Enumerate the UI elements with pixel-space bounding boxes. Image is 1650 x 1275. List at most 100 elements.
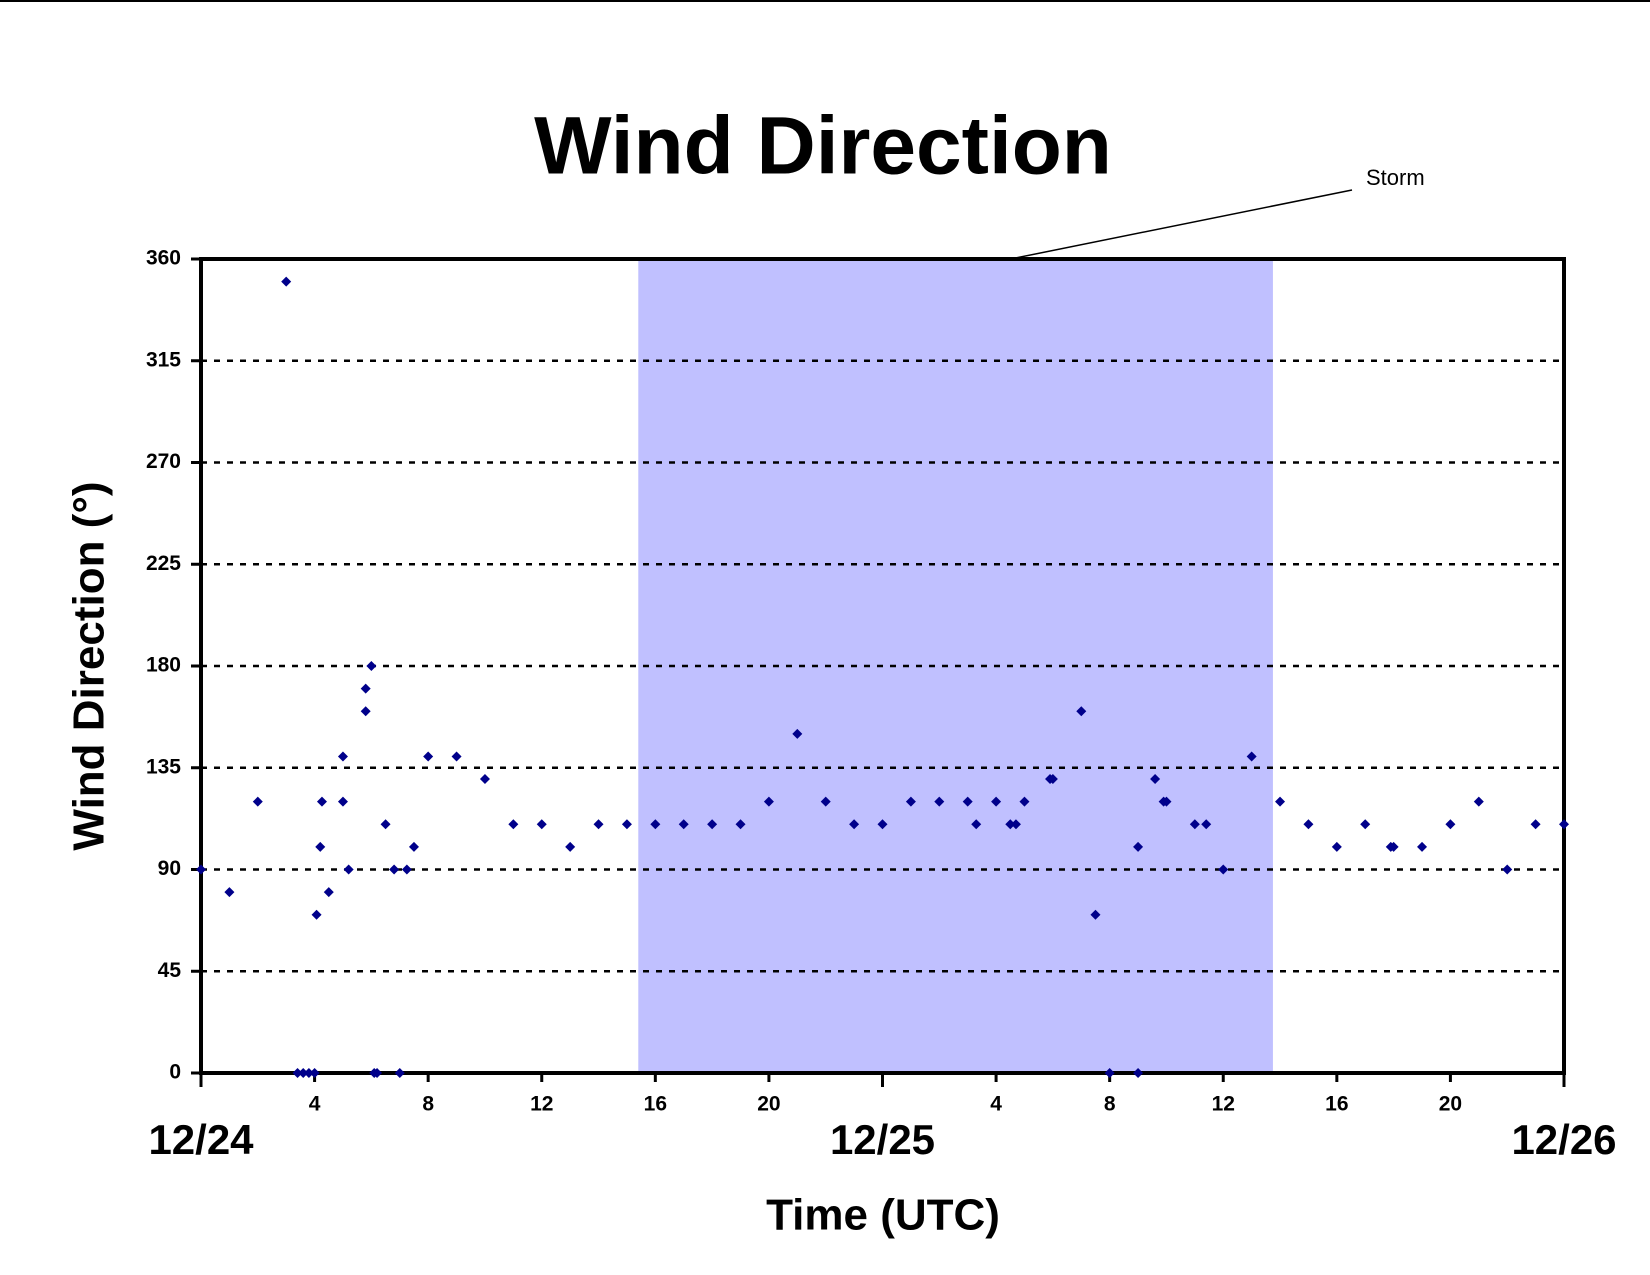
data-point [735, 819, 746, 830]
data-point [343, 864, 354, 875]
data-point [565, 841, 576, 852]
data-point [423, 751, 434, 762]
y-axis-title: Wind Direction (°) [65, 481, 114, 850]
data-point [962, 796, 973, 807]
data-point [1019, 796, 1030, 807]
data-point [934, 796, 945, 807]
y-tick-label: 315 [146, 348, 181, 371]
data-point [1530, 819, 1541, 830]
data-point [1133, 1068, 1144, 1078]
plot-frame [199, 257, 1566, 1075]
data-point [1218, 864, 1229, 875]
data-point [820, 796, 831, 807]
data-point [991, 796, 1002, 807]
chart-title: Wind Direction [534, 101, 1112, 192]
y-tick-label: 45 [158, 959, 182, 982]
data-point [323, 887, 334, 898]
x-tick-label: 8 [1104, 1093, 1116, 1116]
data-point [451, 751, 462, 762]
y-tick-label: 360 [146, 247, 181, 270]
data-point [1189, 819, 1200, 830]
y-tick-label: 90 [158, 857, 181, 880]
data-point [360, 706, 371, 717]
data-point [337, 796, 348, 807]
data-point [360, 683, 371, 694]
data-point [316, 796, 327, 807]
data-point [1133, 841, 1144, 852]
data-point [311, 909, 322, 920]
data-point [650, 819, 661, 830]
data-point [1090, 909, 1101, 920]
x-axis-title: Time (UTC) [766, 1191, 1000, 1240]
x-date-label: 12/24 [148, 1116, 254, 1163]
data-point [1360, 819, 1371, 830]
data-point [252, 796, 263, 807]
data-point [479, 774, 490, 785]
data-point [877, 819, 888, 830]
x-tick-label: 12 [1212, 1093, 1235, 1116]
data-point [1502, 864, 1513, 875]
data-point [1303, 819, 1314, 830]
y-tick-label: 0 [169, 1061, 181, 1084]
data-point [707, 819, 718, 830]
data-point [1201, 819, 1212, 830]
y-tick-label: 270 [146, 450, 181, 473]
data-point [1246, 751, 1257, 762]
data-point [1010, 819, 1021, 830]
data-point [678, 819, 689, 830]
data-point [763, 796, 774, 807]
x-tick-label: 20 [1439, 1093, 1462, 1116]
data-point [971, 819, 982, 830]
data-point [401, 864, 412, 875]
x-date-label: 12/26 [1511, 1116, 1616, 1163]
storm-label: Storm [1366, 165, 1425, 190]
x-tick-label: 4 [990, 1093, 1002, 1116]
data-point [593, 819, 604, 830]
data-point [196, 864, 206, 875]
data-point [621, 819, 632, 830]
data-point [1275, 796, 1286, 807]
data-point [1417, 841, 1428, 852]
data-point [337, 751, 348, 762]
x-tick-label: 16 [1325, 1093, 1348, 1116]
data-point [389, 864, 400, 875]
x-tick-label: 16 [644, 1093, 667, 1116]
data-point [1161, 796, 1172, 807]
data-point [1331, 841, 1342, 852]
data-point [224, 887, 235, 898]
data-point [1473, 796, 1484, 807]
data-point [1388, 841, 1399, 852]
data-point [849, 819, 860, 830]
data-point [1076, 706, 1087, 717]
data-point [309, 1068, 320, 1078]
x-date-label: 12/25 [830, 1116, 935, 1163]
data-point [303, 1068, 314, 1078]
data-point [1559, 819, 1569, 830]
data-point [394, 1068, 405, 1078]
data-point [1005, 819, 1016, 830]
data-point [1445, 819, 1456, 830]
y-tick-label: 225 [146, 552, 181, 575]
storm-leader [1010, 189, 1353, 260]
data-point [792, 728, 803, 739]
data-point [408, 841, 419, 852]
data-point [508, 819, 519, 830]
data-point [1104, 1068, 1115, 1078]
x-tick-label: 12 [530, 1093, 553, 1116]
data-point [281, 276, 292, 287]
y-tick-label: 135 [146, 755, 181, 778]
data-point [1047, 774, 1058, 785]
data-point [372, 1068, 383, 1078]
data-point [536, 819, 547, 830]
data-point [1150, 774, 1161, 785]
x-tick-label: 4 [309, 1093, 321, 1116]
data-point [315, 841, 326, 852]
x-tick-label: 20 [757, 1093, 780, 1116]
data-point [366, 661, 377, 671]
data-point [292, 1068, 303, 1078]
data-point [905, 796, 916, 807]
x-tick-label: 8 [422, 1093, 434, 1116]
y-tick-label: 180 [146, 654, 181, 677]
data-point [380, 819, 391, 830]
